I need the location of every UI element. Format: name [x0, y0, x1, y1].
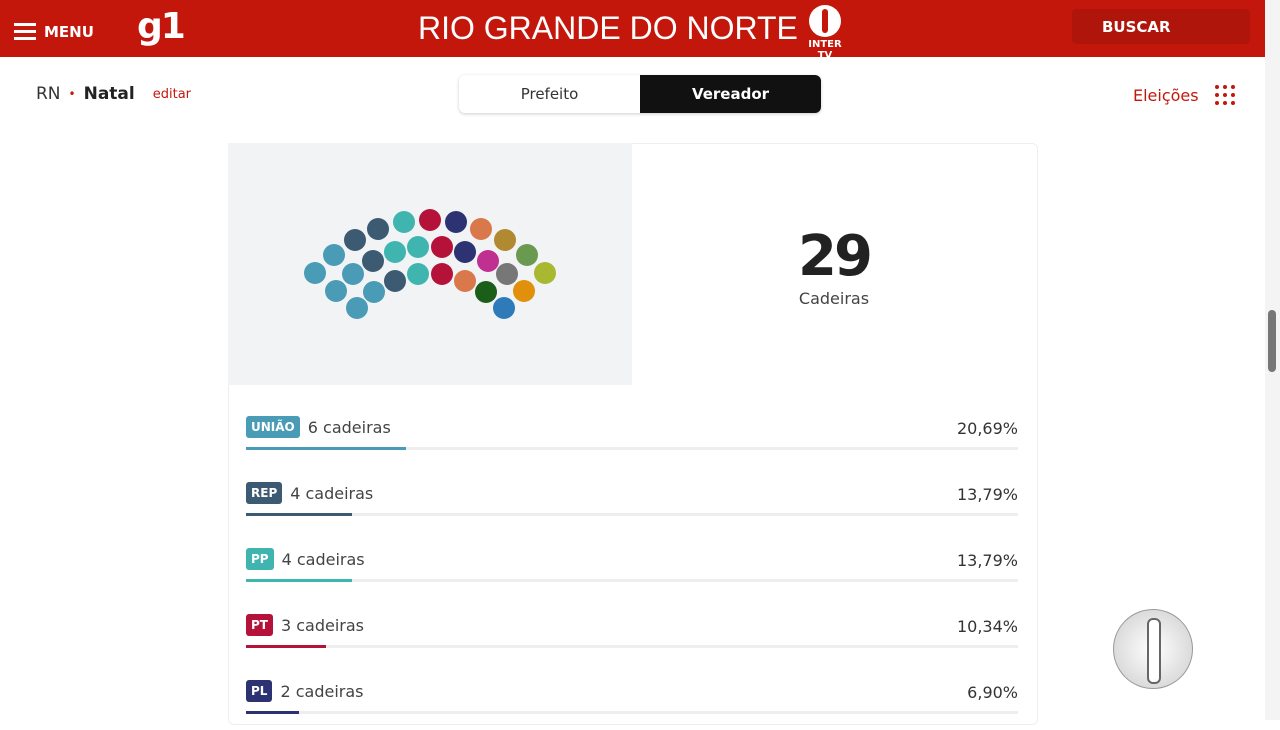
- seat-dot: [454, 241, 476, 263]
- party-share: 6,90%: [967, 683, 1018, 702]
- party-row: UNIÃO 6 cadeiras 20,69%: [246, 416, 1018, 466]
- region-title: RIO GRANDE DO NORTE: [418, 10, 798, 46]
- party-row: REP 4 cadeiras 13,79%: [246, 482, 1018, 532]
- seat-dot: [516, 244, 538, 266]
- seat-dot: [362, 250, 384, 272]
- seat-dot: [445, 211, 467, 233]
- seat-dot: [384, 270, 406, 292]
- seat-dot: [534, 262, 556, 284]
- party-badge: UNIÃO: [246, 416, 300, 438]
- bar-track: [246, 711, 1018, 714]
- party-share: 20,69%: [956, 419, 1018, 438]
- seat-dot: [323, 244, 345, 266]
- seat-dot: [475, 281, 497, 303]
- seat-dot: [393, 211, 415, 233]
- seat-dot: [496, 263, 518, 285]
- seat-dot: [346, 297, 368, 319]
- elections-menu[interactable]: Eleições: [1133, 85, 1235, 105]
- party-row: PT 3 cadeiras 10,34%: [246, 614, 1018, 664]
- seat-dot: [304, 262, 326, 284]
- party-seats: 6 cadeiras: [307, 417, 391, 437]
- bar: [246, 513, 353, 516]
- floating-logo[interactable]: [1113, 609, 1193, 689]
- header: MENU g1 RIO GRANDE DO NORTE INTER TV BUS…: [0, 0, 1265, 61]
- state: RN: [36, 84, 61, 104]
- hemicycle-panel: [228, 143, 632, 385]
- bar: [246, 579, 353, 582]
- seat-dot: [344, 229, 366, 251]
- party-share: 10,34%: [956, 617, 1018, 636]
- tab[interactable]: Prefeito: [520, 85, 579, 103]
- seat-dot: [513, 280, 535, 302]
- party-row: PP 4 cadeiras 13,79%: [246, 548, 1018, 598]
- search-button[interactable]: BUSCAR: [1072, 9, 1250, 44]
- elections-label: Eleições: [1133, 85, 1199, 105]
- party-badge: REP: [246, 482, 283, 504]
- seat-dot: [431, 236, 453, 258]
- brand-logo: INTER TV: [800, 5, 850, 61]
- seat-dot: [493, 297, 515, 319]
- hemicycle: [304, 209, 556, 319]
- party-seats: 4 cadeiras: [290, 483, 374, 503]
- scroll-thumb[interactable]: [1268, 310, 1276, 372]
- bar-track: [246, 447, 1018, 450]
- edit-link[interactable]: editar: [152, 86, 192, 102]
- tabs: Prefeito Vereador: [459, 75, 821, 113]
- seat-dot: [494, 229, 516, 251]
- bar: [246, 645, 326, 648]
- party-seats: 2 cadeiras: [280, 681, 364, 701]
- total-number: 29: [798, 224, 873, 289]
- party-badge: PL: [246, 680, 273, 702]
- party-badge: PT: [246, 614, 273, 636]
- bar: [246, 711, 300, 714]
- party-share: 13,79%: [956, 485, 1018, 504]
- logo[interactable]: g1: [137, 6, 186, 47]
- bar-track: [246, 513, 1018, 516]
- menu-label: MENU: [44, 22, 94, 41]
- seat-dot: [342, 263, 364, 285]
- party-badge: PP: [246, 548, 274, 570]
- seat-dot: [363, 281, 385, 303]
- seat-dot: [407, 236, 429, 258]
- breadcrumb: RN • Natal editar: [36, 84, 192, 104]
- seat-dot: [477, 250, 499, 272]
- party-seats: 3 cadeiras: [280, 615, 365, 635]
- seat-dot: [419, 209, 441, 231]
- party-seats: 4 cadeiras: [281, 549, 365, 569]
- seat-dot: [470, 218, 492, 240]
- bar-track: [246, 645, 1018, 648]
- search-label: BUSCAR: [1102, 17, 1171, 36]
- brand-label: INTER TV: [808, 39, 842, 61]
- seat-dot: [431, 263, 453, 285]
- seat-dot: [407, 263, 429, 285]
- bar-track: [246, 579, 1018, 582]
- party-row: PL 2 cadeiras 6,90%: [246, 680, 1018, 730]
- seat-dot: [384, 241, 406, 263]
- city: Natal: [83, 84, 135, 104]
- total-seats: 29 Cadeiras: [632, 224, 1036, 309]
- party-share: 13,79%: [956, 551, 1018, 570]
- seat-dot: [454, 270, 476, 292]
- bar: [246, 447, 406, 450]
- menu-button[interactable]: MENU: [14, 19, 94, 44]
- total-label: Cadeiras: [798, 289, 870, 308]
- tab-active[interactable]: Vereador: [640, 75, 821, 113]
- seat-dot: [367, 218, 389, 240]
- seat-dot: [325, 280, 347, 302]
